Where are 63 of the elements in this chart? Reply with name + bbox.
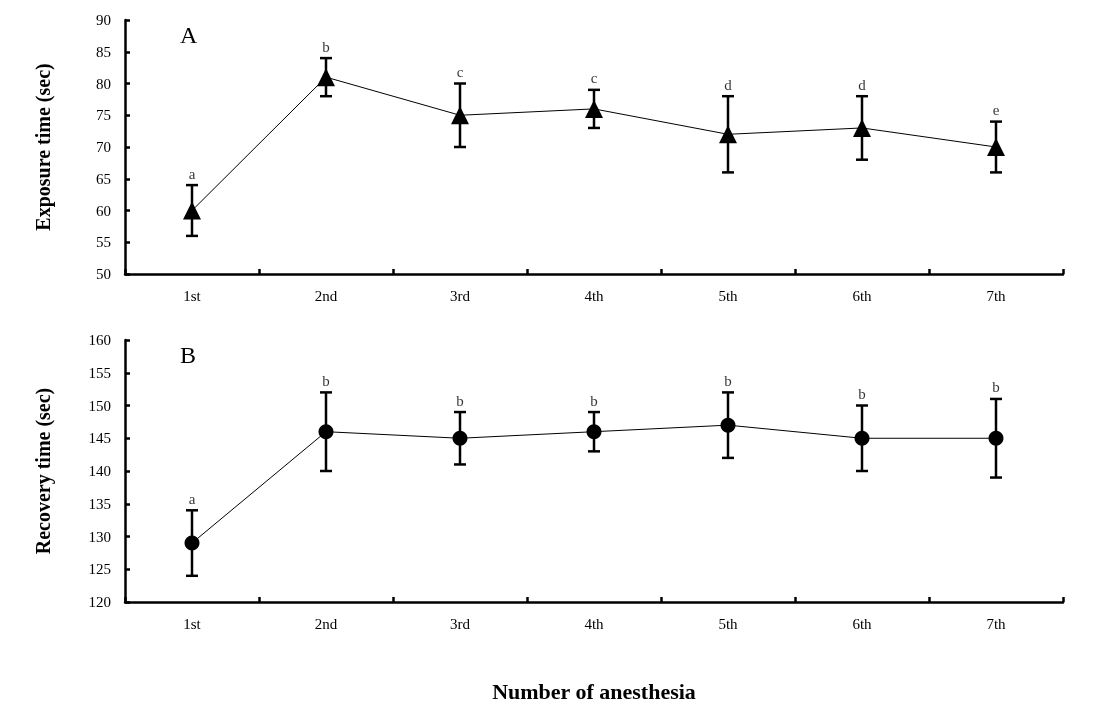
annotation: c [456,64,464,80]
y-tick-label: 60 [96,202,111,219]
y-tick-label: 130 [88,528,111,545]
point [183,201,201,220]
x-axis-title: Number of anesthesia [492,678,696,704]
point [318,424,334,440]
point [719,125,737,144]
y-tick-label: 65 [96,170,111,187]
x-tick-label: 2nd [314,615,338,632]
annotation: b [322,38,330,55]
x-tick-label: 1st [183,615,202,632]
x-tick-label: 6th [852,287,873,304]
point [586,424,602,440]
annotation: b [590,392,598,409]
y-tick-label: 50 [96,266,111,282]
x-tick-label: 7th [986,615,1007,632]
y-tick-label: 135 [88,495,111,512]
x-tick-label: 6th [852,615,873,632]
point [317,68,335,87]
y-axis-title: Recovery time (sec) [32,387,55,555]
point [451,106,469,125]
point [452,430,468,446]
annotation: b [992,379,1000,396]
y-tick-label: 90 [96,12,111,28]
point [988,430,1004,446]
annotation: c [590,70,598,87]
x-tick-label: 3rd [450,615,471,632]
y-tick-label: 140 [88,463,111,479]
y-tick-label: 75 [96,107,111,124]
point [184,535,200,551]
y-tick-label: 120 [88,594,111,610]
annotation: d [858,76,867,93]
y-tick-label: 145 [88,430,111,447]
point [720,417,736,433]
y-tick-label: 70 [96,139,111,155]
annotation: b [456,392,464,409]
chart-title: A [180,22,198,48]
x-tick-label: 1st [183,287,202,304]
y-tick-label: 150 [88,397,111,414]
annotation: b [724,372,732,389]
annotation: d [724,76,733,93]
annotation: b [858,386,866,402]
y-tick-label: 80 [96,75,111,92]
x-tick-label: 2nd [314,287,338,304]
x-tick-label: 5th [718,287,739,304]
y-axis-title: Exposure time (sec) [32,63,55,231]
annotation: a [188,490,196,507]
annotation: e [992,102,1000,119]
point [987,138,1005,156]
y-tick-label: 85 [96,43,111,60]
y-tick-label: 55 [96,234,111,251]
chart-title: B [180,342,197,368]
x-tick-label: 5th [718,615,739,632]
y-tick-label: 125 [88,561,111,578]
x-tick-label: 7th [986,287,1007,304]
x-tick-label: 4th [584,615,605,632]
y-tick-label: 155 [88,364,111,381]
x-tick-label: 3rd [450,287,471,304]
annotation: a [188,165,196,182]
x-tick-label: 4th [584,287,605,304]
annotation: b [322,372,330,389]
point [854,430,870,446]
y-tick-label: 160 [88,332,111,348]
